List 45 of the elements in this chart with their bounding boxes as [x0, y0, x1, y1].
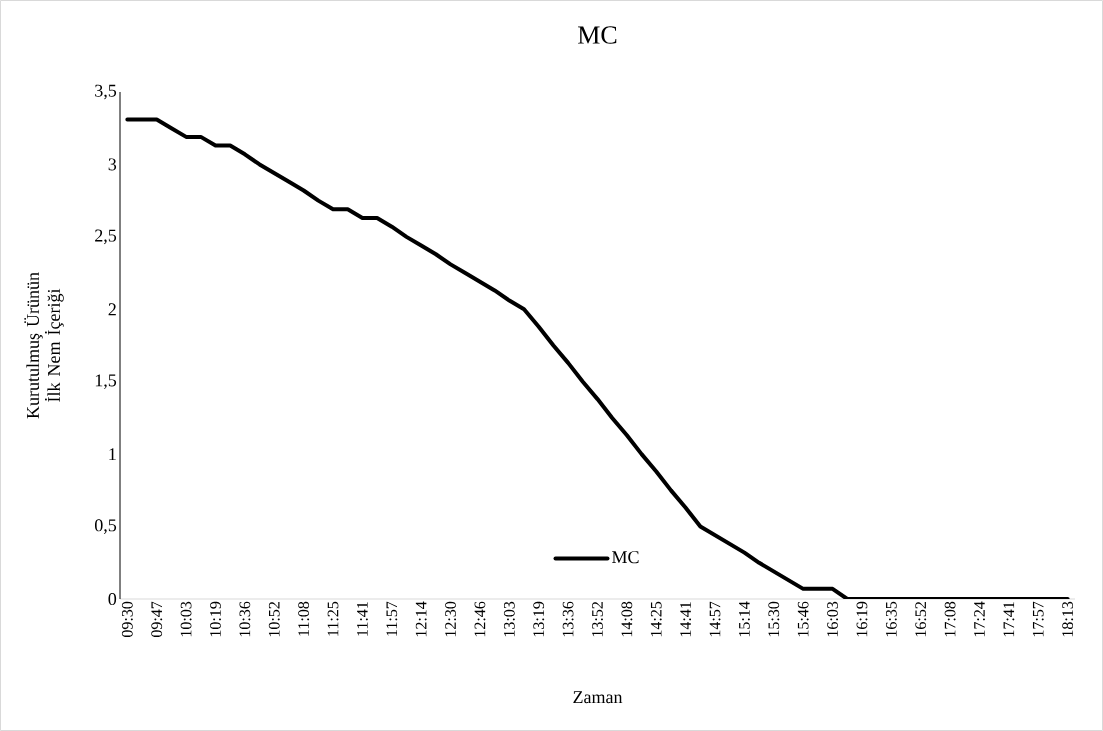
- x-tick-label: 11:41: [357, 602, 368, 636]
- x-tick-label: 09:30: [121, 601, 133, 638]
- x-tick-label: 17:57: [1032, 601, 1044, 637]
- x-tick-label: 10:03: [180, 601, 192, 637]
- x-tick-label: 12:30: [445, 601, 457, 637]
- x-tick-label: 16:19: [856, 601, 868, 637]
- x-tick-label: 15:46: [797, 601, 809, 637]
- legend-label: MC: [612, 551, 639, 564]
- x-tick-label: 16:03: [827, 601, 839, 637]
- x-tick-label: 11:08: [298, 601, 310, 636]
- y-tick-label: 3: [108, 158, 117, 171]
- x-tick-label: 16:35: [885, 601, 897, 637]
- x-tick-label: 17:08: [944, 601, 956, 637]
- x-tick-label: 14:41: [680, 602, 692, 637]
- x-tick-label: 18:13: [1062, 601, 1074, 637]
- x-tick-label: 16:52: [915, 602, 927, 637]
- chart-title: MC: [578, 26, 617, 44]
- x-tick-label: 13:52: [592, 602, 603, 637]
- x-tick-label: 12:14: [415, 601, 427, 637]
- x-tick-label: 10:19: [210, 601, 221, 637]
- y-tick-label: 2,5: [95, 229, 117, 245]
- x-tick-label: 13:19: [533, 601, 545, 637]
- x-axis-title: Zaman: [573, 691, 623, 704]
- y-tick-label: 1,5: [95, 374, 117, 390]
- x-tick-label: 17:41: [1003, 602, 1015, 637]
- x-tick-label: 09:47: [151, 601, 163, 638]
- y-tick-label: 1: [109, 448, 116, 461]
- x-tick-label: 14:25: [650, 601, 662, 637]
- x-tick-label: 11:57: [386, 601, 398, 636]
- x-tick-label: 13:36: [562, 601, 574, 637]
- x-tick-label: 11:25: [327, 601, 339, 636]
- x-tick-label: 10:36: [239, 601, 251, 637]
- x-tick-label: 13:03: [503, 601, 515, 637]
- y-axis-title: Kurutulmuş Ürünün İlk Nem İçeriği: [24, 272, 64, 419]
- x-tick-label: 14:57: [709, 601, 721, 637]
- x-tick-label: 15:14: [739, 601, 750, 637]
- x-tick-label: 17:24: [974, 601, 985, 637]
- y-tick-label: 2: [108, 303, 116, 316]
- y-tick-label: 0,5: [94, 519, 117, 534]
- y-tick-label: 0: [108, 592, 117, 606]
- x-tick-label: 15:30: [768, 601, 780, 637]
- x-tick-label: 10:52: [268, 602, 280, 637]
- y-tick-label: 3,5: [95, 84, 117, 100]
- x-tick-label: 12:46: [474, 601, 486, 637]
- x-tick-label: 14:08: [621, 601, 633, 637]
